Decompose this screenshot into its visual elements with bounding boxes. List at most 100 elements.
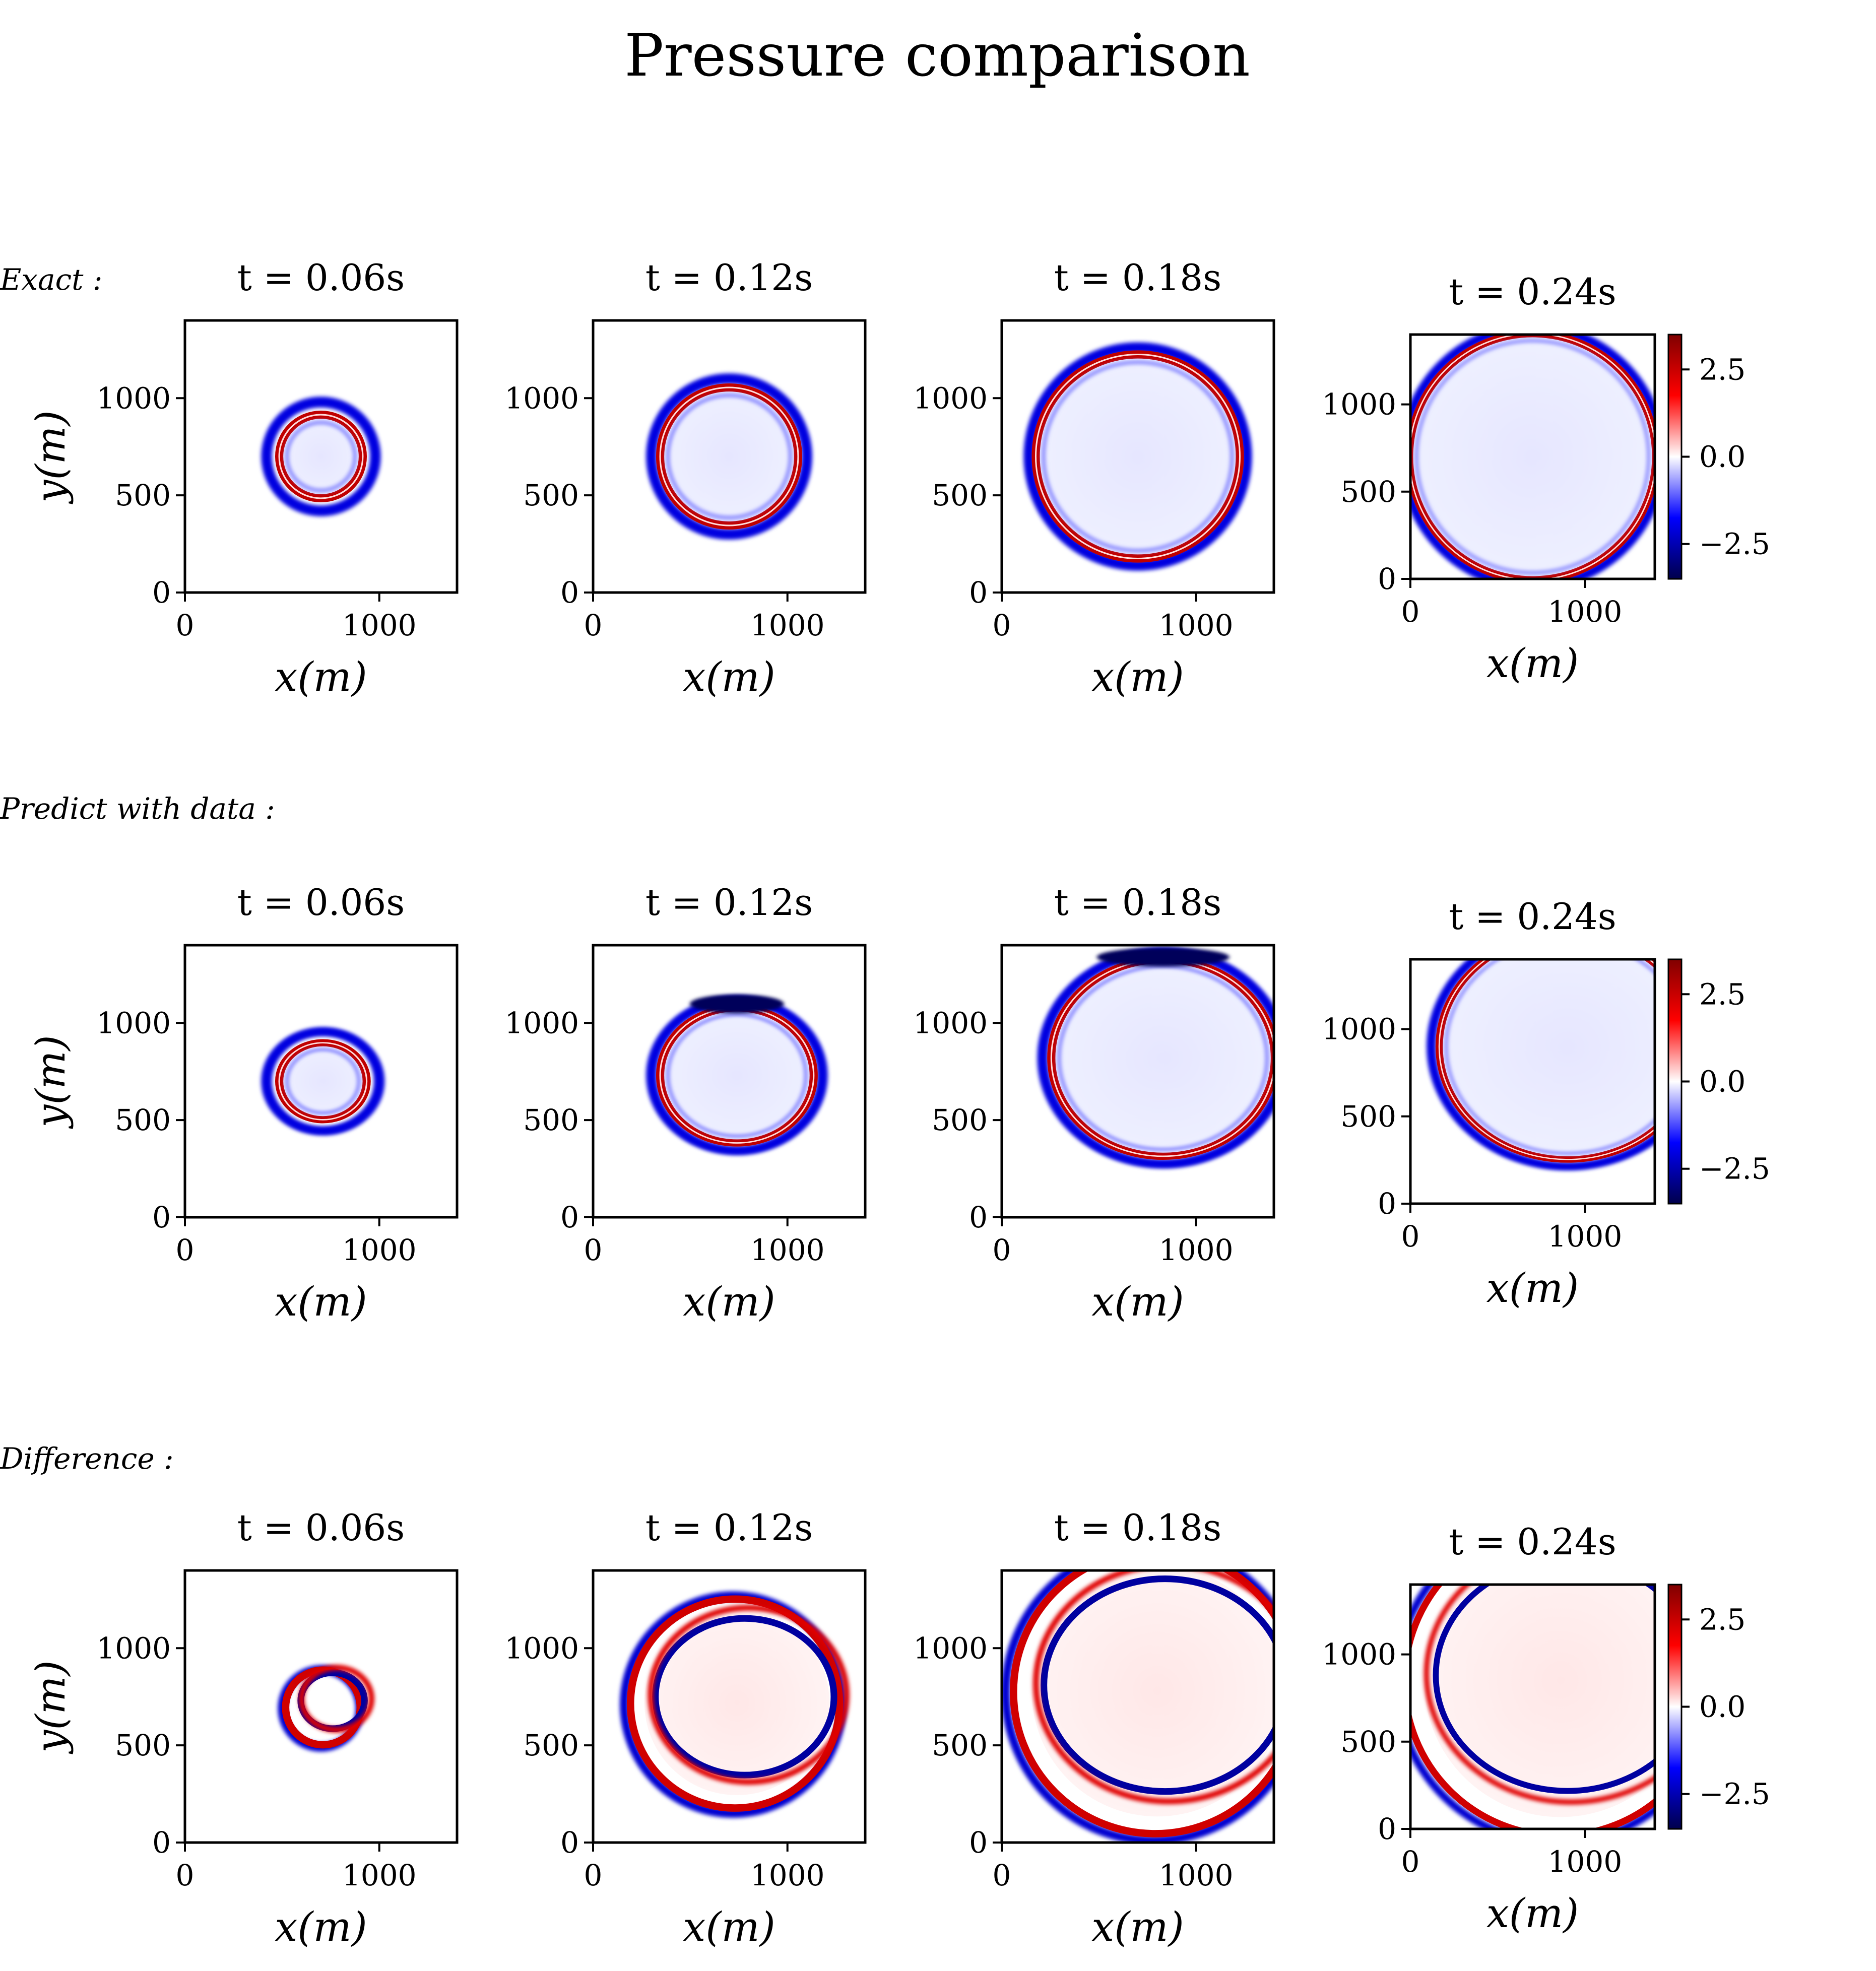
heatmap (1410, 959, 1655, 1204)
x-axis-label: x(m) (683, 1278, 775, 1325)
axes-frame (592, 319, 867, 594)
panel-title: t = 0.24s (1449, 1521, 1616, 1563)
y-tick-label: 1000 (96, 1006, 171, 1040)
panel-r0-c2: t = 0.18s 0 1000 0 500 1000 x(m) (913, 256, 1275, 700)
heatmap (1410, 1585, 1655, 1829)
x-axis-label: x(m) (275, 653, 367, 700)
y-tick-label: 500 (115, 1103, 171, 1137)
panel-title: t = 0.12s (645, 256, 813, 299)
x-axis-label: x(m) (1486, 1890, 1579, 1937)
red-ring-outer (626, 1595, 844, 1812)
colorbar: 2.5 0.0 −2.5 (1667, 1584, 1770, 1830)
interior-fill (663, 390, 796, 523)
colorbar-tick-label: 0.0 (1699, 440, 1745, 474)
x-tick-label: 1000 (1159, 1233, 1234, 1267)
interior-fill (1039, 357, 1237, 556)
colorbar-tick-label: −2.5 (1699, 527, 1770, 561)
y-tick-label: 1000 (504, 1631, 579, 1665)
x-axis-label: x(m) (683, 1903, 775, 1950)
inner-blue-ring (666, 393, 792, 519)
y-tick-label: 0 (560, 1825, 579, 1860)
panel-r0-c0: t = 0.06s 0 1000 0 500 1000 x(m) y(m) (27, 256, 459, 700)
colorbar: 2.5 0.0 −2.5 (1667, 334, 1770, 580)
inner-blue-ring (285, 1048, 361, 1114)
panel-r2-c2: t = 0.18s 0 1000 0 500 1000 x(m) (913, 1506, 1275, 1950)
heatmap (185, 945, 457, 1217)
y-tick-label: 0 (969, 1200, 988, 1234)
axes-frame (1409, 1583, 1656, 1830)
x-tick-label: 0 (176, 1858, 195, 1892)
outer-blue-ring (261, 397, 381, 516)
interior-fill (663, 1010, 811, 1141)
y-tick-label: 0 (560, 575, 579, 610)
y-tick-label: 500 (932, 1728, 988, 1762)
y-tick-label: 0 (969, 575, 988, 610)
difference-field (278, 1665, 375, 1752)
colorbar-gradient (1667, 958, 1683, 1205)
y-tick-label: 1000 (913, 1631, 988, 1665)
x-tick-label: 0 (584, 1233, 603, 1267)
figure-title: Pressure comparison (624, 22, 1250, 90)
y-tick-label: 0 (152, 575, 171, 610)
y-tick-label: 1000 (96, 381, 171, 415)
y-tick-label: 0 (1378, 562, 1396, 596)
row-label: Difference : (0, 1441, 174, 1476)
x-tick-label: 0 (176, 1233, 195, 1267)
y-tick-label: 0 (560, 1200, 579, 1234)
colorbar-gradient (1667, 334, 1683, 580)
ring-highlight (1034, 353, 1241, 560)
ring-highlight (659, 386, 799, 527)
colorbar-tick-label: 0.0 (1699, 1690, 1745, 1724)
x-tick-label: 1000 (1548, 595, 1623, 629)
y-tick-label: 0 (152, 1825, 171, 1860)
colorbar-tick-label: 2.5 (1699, 352, 1745, 386)
x-tick-label: 0 (1401, 1845, 1420, 1879)
y-tick-label: 500 (1340, 1099, 1396, 1134)
y-tick-label: 500 (523, 1728, 579, 1762)
wavefront (646, 994, 828, 1156)
x-tick-label: 1000 (342, 1858, 417, 1892)
panel-title: t = 0.12s (645, 1506, 813, 1549)
wavefront (261, 1027, 385, 1136)
x-axis-label: x(m) (275, 1278, 367, 1325)
x-tick-label: 0 (1401, 595, 1420, 629)
x-tick-label: 0 (176, 608, 195, 642)
wavefront (1023, 342, 1252, 571)
difference-field (620, 1591, 850, 1818)
wavefront (261, 397, 381, 516)
colorbar-tick-label: −2.5 (1699, 1777, 1770, 1811)
wavefront (646, 373, 812, 540)
interior-fill (1442, 959, 1655, 1157)
x-tick-label: 0 (1401, 1219, 1420, 1254)
y-axis-label: y(m) (27, 410, 74, 504)
x-tick-label: 0 (584, 608, 603, 642)
interior-fill (282, 417, 360, 496)
artifact-blob (690, 994, 784, 1014)
x-axis-label: x(m) (683, 653, 775, 700)
panel-r0-c3: t = 0.24s 0 1000 0 500 1000 x(m) 2.5 0.0 −2.5 (1322, 271, 1770, 687)
x-axis-label: x(m) (1486, 1265, 1579, 1311)
heatmap (1410, 335, 1655, 579)
blue-ring-outer (1002, 1570, 1274, 1843)
y-tick-label: 0 (1378, 1812, 1396, 1846)
wavefront (1037, 947, 1274, 1169)
axes-frame (183, 944, 459, 1219)
difference-field (1002, 1570, 1274, 1843)
panel-r2-c3: t = 0.24s 0 1000 0 500 1000 x(m) 2.5 0.0 −2.5 (1322, 1521, 1770, 1937)
axes-frame (1000, 319, 1275, 594)
x-tick-label: 1000 (1159, 1858, 1234, 1892)
heatmap (1002, 945, 1274, 1217)
red-ring-inner (1033, 1570, 1274, 1804)
y-tick-label: 1000 (913, 1006, 988, 1040)
interior-fill (1054, 962, 1272, 1154)
panel-title: t = 0.12s (645, 881, 813, 924)
x-axis-label: x(m) (1091, 1903, 1184, 1950)
y-axis-label: y(m) (27, 1660, 74, 1754)
wavefront (1427, 959, 1655, 1171)
panel-title: t = 0.18s (1054, 256, 1221, 299)
y-tick-label: 1000 (504, 381, 579, 415)
axes-frame (1000, 944, 1275, 1219)
y-tick-label: 1000 (504, 1006, 579, 1040)
row-label: Exact : (0, 262, 102, 297)
